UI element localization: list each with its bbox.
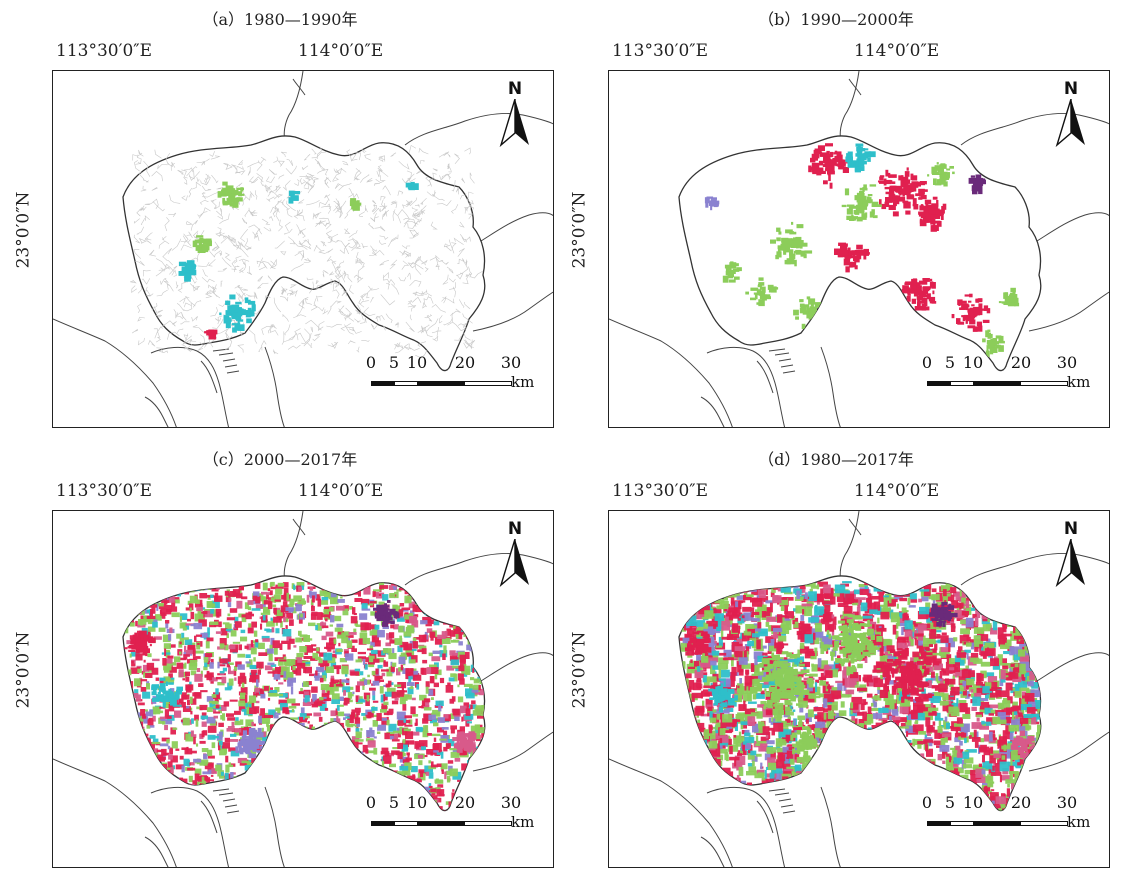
scale-bar: 0 5 10 20 30 km (365, 353, 553, 403)
north-arrow: N (1051, 519, 1091, 589)
land-change-patches (178, 181, 419, 340)
scale-tick-label: 20 (1010, 793, 1032, 812)
scale-tick-label: 30 (1056, 353, 1078, 372)
map-panel-c: （c）2000—2017年 113°30′0″E 114°0′0″E 23°0′… (0, 440, 560, 875)
scale-tick-label: 20 (1010, 353, 1032, 372)
scale-tick-label: 0 (921, 353, 933, 372)
scale-tick-label: 30 (500, 353, 522, 372)
land-change-patches (704, 143, 1020, 358)
scale-tick-label: 5 (388, 353, 400, 372)
latitude-label: 23°0′0″N (13, 191, 34, 269)
scale-tick-label: 5 (944, 353, 956, 372)
longitude-label-right: 114°0′0″E (854, 41, 940, 61)
basemap (53, 71, 553, 427)
north-label: N (1063, 519, 1079, 539)
scale-unit-label: km (511, 813, 535, 831)
longitude-label-left: 113°30′0″E (56, 481, 153, 501)
scale-tick-label: 20 (454, 353, 476, 372)
scale-unit-label: km (1067, 813, 1091, 831)
scale-tick-label: 0 (365, 793, 377, 812)
land-change-patches (123, 581, 485, 811)
latitude-label: 23°0′0″N (569, 631, 590, 709)
scale-tick-label: 30 (1056, 793, 1078, 812)
latitude-label: 23°0′0″N (13, 631, 34, 709)
scale-tick-label: 10 (406, 353, 428, 372)
longitude-label-left: 113°30′0″E (612, 41, 709, 61)
panel-title: （b）1990—2000年 (758, 10, 914, 29)
scale-tick-label: 5 (944, 793, 956, 812)
scale-bar: 0 5 10 20 30 km (921, 353, 1109, 403)
north-label: N (507, 519, 523, 539)
scale-tick-label: 0 (921, 793, 933, 812)
map-panel-d: （d）1980—2017年 113°30′0″E 114°0′0″E 23°0′… (556, 440, 1116, 875)
scale-tick-label: 10 (406, 793, 428, 812)
scale-bar: 0 5 10 20 30 km (365, 793, 553, 843)
longitude-label-right: 114°0′0″E (854, 481, 940, 501)
map-frame: N 0 5 10 20 30 km (52, 70, 554, 428)
panel-title: （d）1980—2017年 (758, 450, 914, 469)
scale-tick-label: 0 (365, 353, 377, 372)
north-arrow-icon (1055, 539, 1085, 587)
map-panel-b: （b）1990—2000年 113°30′0″E 114°0′0″E 23°0′… (556, 0, 1116, 435)
north-label: N (1063, 79, 1079, 99)
scale-unit-label: km (511, 373, 535, 391)
longitude-label-left: 113°30′0″E (612, 481, 709, 501)
panel-title: （c）2000—2017年 (202, 450, 358, 469)
scale-tick-label: 10 (962, 793, 984, 812)
map-panel-a: （a）1980—1990年 113°30′0″E 114°0′0″E 23°0′… (0, 0, 560, 435)
panel-title: （a）1980—1990年 (202, 10, 358, 29)
latitude-label: 23°0′0″N (569, 191, 590, 269)
scale-tick-label: 5 (388, 793, 400, 812)
map-frame: N 0 5 10 20 30 km (52, 510, 554, 868)
longitude-label-left: 113°30′0″E (56, 41, 153, 61)
north-label: N (507, 79, 523, 99)
north-arrow: N (495, 79, 535, 149)
land-change-patches (679, 581, 1041, 811)
longitude-label-right: 114°0′0″E (298, 481, 384, 501)
scale-bar: 0 5 10 20 30 km (921, 793, 1109, 843)
north-arrow-icon (499, 99, 529, 147)
scale-tick-label: 20 (454, 793, 476, 812)
scale-unit-label: km (1067, 373, 1091, 391)
north-arrow-icon (499, 539, 529, 587)
longitude-label-right: 114°0′0″E (298, 41, 384, 61)
map-frame: N 0 5 10 20 30 km (608, 70, 1110, 428)
north-arrow: N (1051, 79, 1091, 149)
scale-tick-label: 10 (962, 353, 984, 372)
scale-tick-label: 30 (500, 793, 522, 812)
north-arrow-icon (1055, 99, 1085, 147)
north-arrow: N (495, 519, 535, 589)
map-frame: N 0 5 10 20 30 km (608, 510, 1110, 868)
